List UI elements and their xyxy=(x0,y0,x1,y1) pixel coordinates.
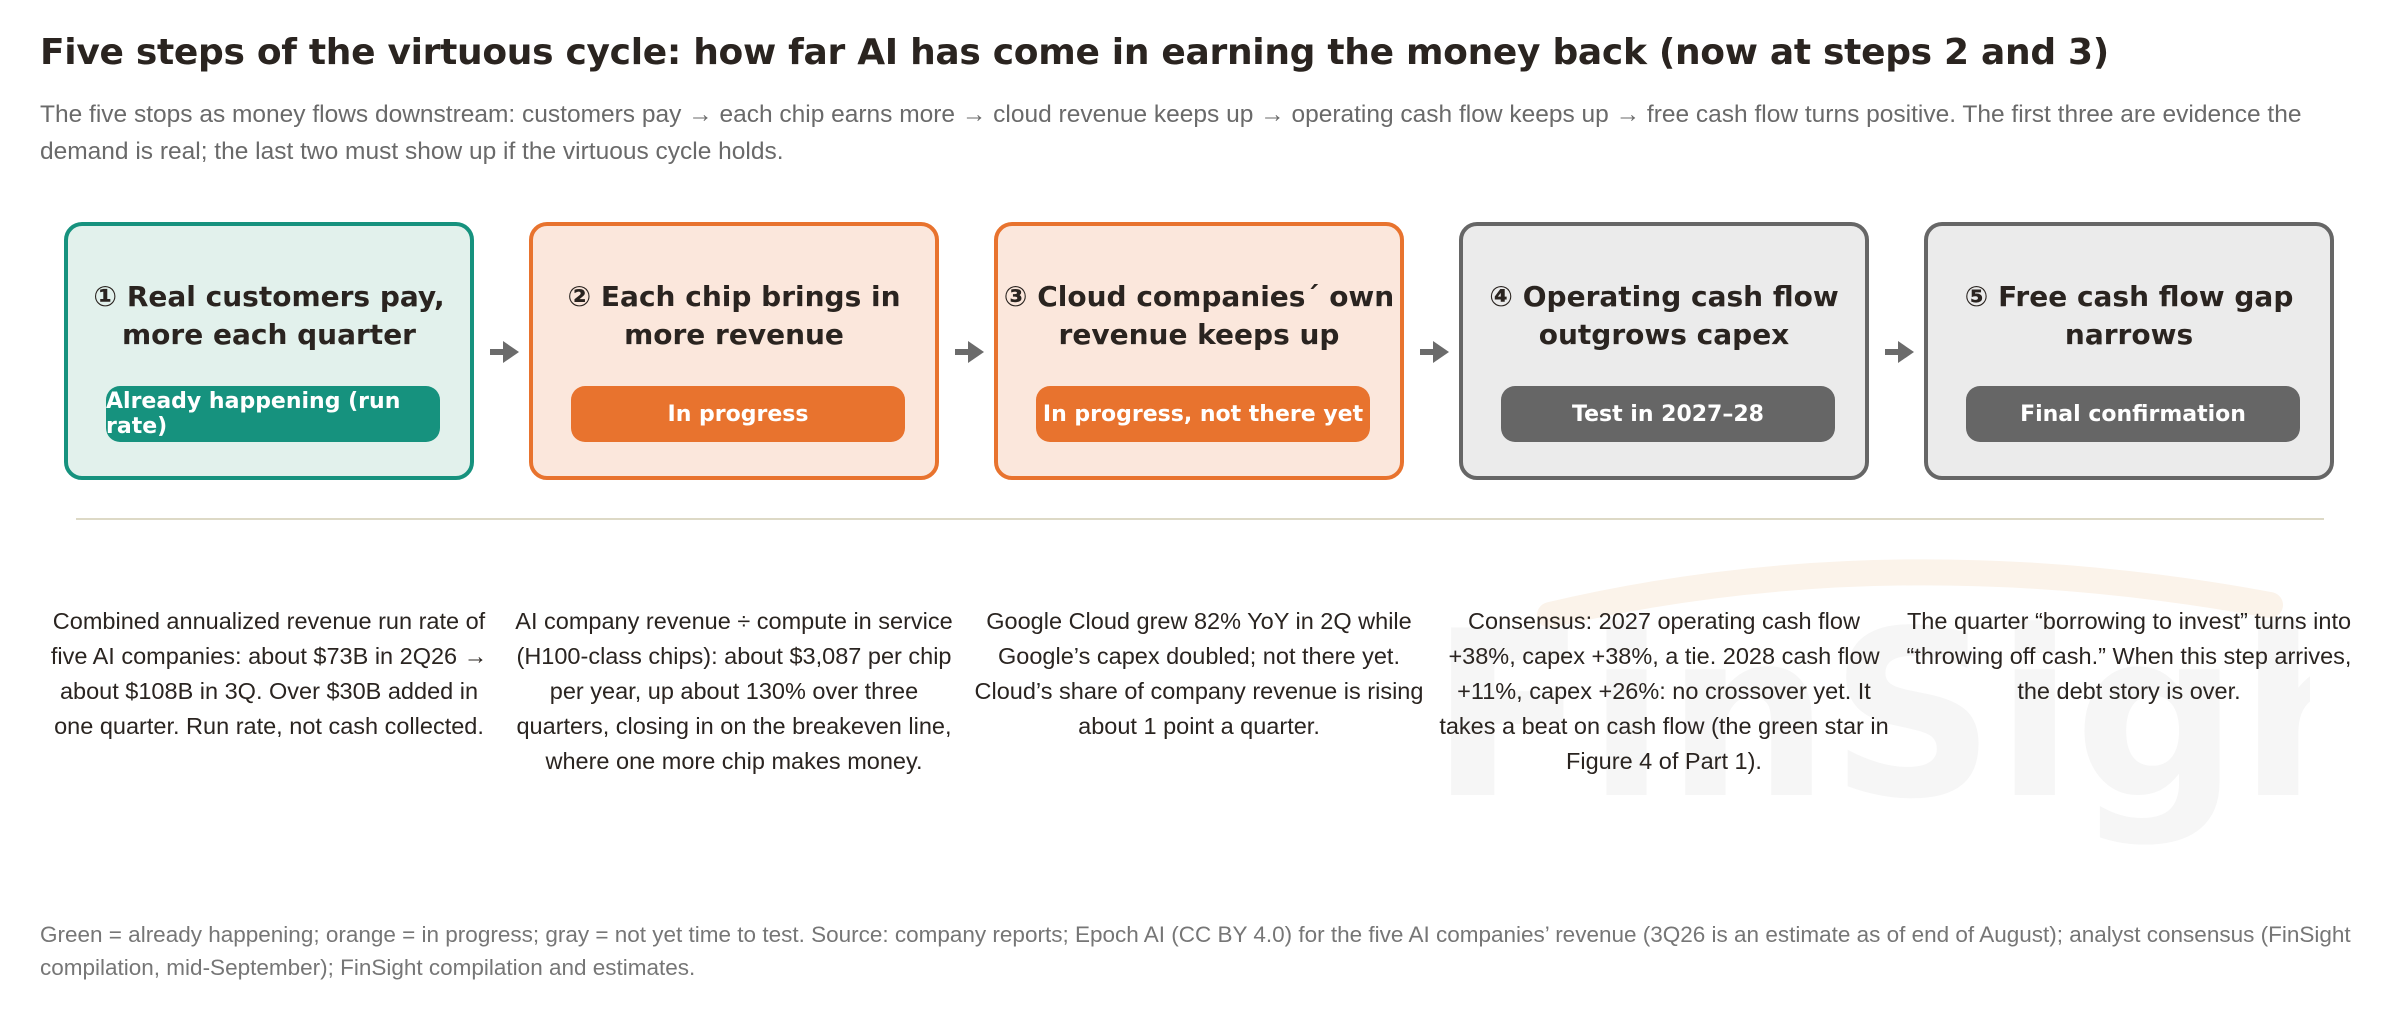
step-1-status-badge: Already happening (run rate) xyxy=(106,386,440,442)
source-footnote: Green = already happening; orange = in p… xyxy=(40,922,2351,980)
step-5-title: ⑤ Free cash flow gap narrows xyxy=(1928,278,2330,354)
step-5-status-badge: Final confirmation xyxy=(1966,386,2300,442)
arrow-right-icon xyxy=(490,341,519,363)
arrow-right-icon xyxy=(955,341,984,363)
step-3-card: ③ Cloud companies´ own revenue keeps up … xyxy=(994,222,1404,480)
page-subtitle: The five stops as money flows downstream… xyxy=(40,101,2302,165)
arrow-right-icon xyxy=(1885,341,1914,363)
step-4-title-line1: ④ Operating cash flow xyxy=(1489,280,1839,313)
step-5-title-line1: ⑤ Free cash flow gap xyxy=(1964,280,2294,313)
step-2-title: ② Each chip brings in more revenue xyxy=(533,278,935,354)
step-5-description: The quarter “borrowing to invest” turns … xyxy=(1906,608,2352,704)
step-5-card: ⑤ Free cash flow gap narrows Final confi… xyxy=(1924,222,2334,480)
step-2-description: AI company revenue ÷ compute in service … xyxy=(515,608,953,774)
step-2-card: ② Each chip brings in more revenue In pr… xyxy=(529,222,939,480)
step-3-status-badge: In progress, not there yet xyxy=(1036,386,1370,442)
page-title: Five steps of the virtuous cycle: how fa… xyxy=(40,32,2109,73)
step-3-description: Google Cloud grew 82% YoY in 2Q while Go… xyxy=(974,608,1424,739)
step-4-description: Consensus: 2027 operating cash flow +38%… xyxy=(1439,608,1889,774)
step-4-status-badge: Test in 2027–28 xyxy=(1501,386,1835,442)
step-1-title-line2: more each quarter xyxy=(122,318,416,351)
step-5-title-line2: narrows xyxy=(2064,318,2194,351)
cycle-flow: ① Real customers pay, more each quarter … xyxy=(0,0,2400,500)
arrow-right-icon xyxy=(1420,341,1449,363)
step-1-card: ① Real customers pay, more each quarter … xyxy=(64,222,474,480)
step-2-title-line1: ② Each chip brings in xyxy=(567,280,901,313)
step-1-title: ① Real customers pay, more each quarter xyxy=(68,278,470,354)
step-2-title-line2: more revenue xyxy=(624,318,844,351)
section-divider xyxy=(76,518,2324,520)
step-4-card: ④ Operating cash flow outgrows capex Tes… xyxy=(1459,222,1869,480)
step-3-title: ③ Cloud companies´ own revenue keeps up xyxy=(998,278,1400,354)
step-1-title-line1: ① Real customers pay, xyxy=(93,280,445,313)
step-3-title-line2: revenue keeps up xyxy=(1058,318,1340,351)
step-3-title-line1: ③ Cloud companies´ own xyxy=(1003,280,1395,313)
step-1-description: Combined annualized revenue run rate of … xyxy=(50,608,488,739)
step-2-status-badge: In progress xyxy=(571,386,905,442)
step-4-title-line2: outgrows capex xyxy=(1538,318,1790,351)
step-4-title: ④ Operating cash flow outgrows capex xyxy=(1463,278,1865,354)
